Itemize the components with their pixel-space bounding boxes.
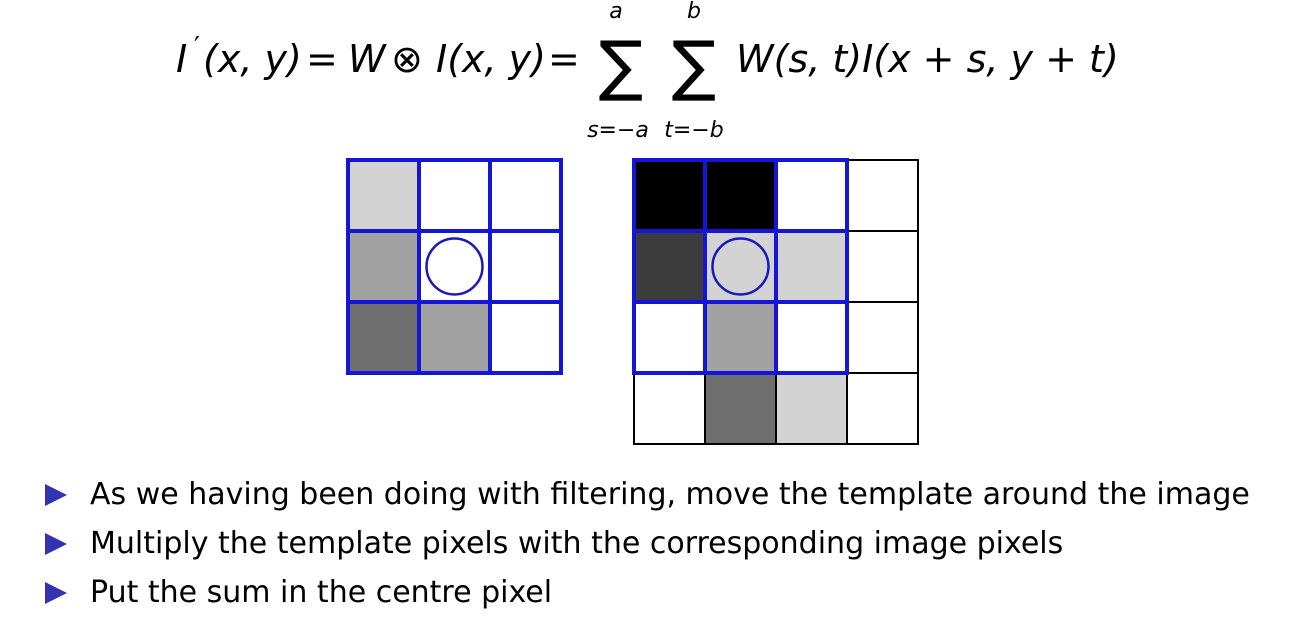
grid-cell [633,230,706,303]
triangle-bullet-icon [45,484,67,506]
sum1-symbol: ∑ [599,27,643,104]
eq-term: W(s, t)I(x + s, y + t) [736,37,1119,81]
grid-cell [775,230,848,303]
template-grid [346,158,563,375]
grid-cell [346,300,421,375]
bullet-list: As we having been doing with filtering, … [40,470,1250,617]
eq-equals-1: = [306,37,338,81]
grid-cell [775,372,848,445]
bullet-item: Multiply the template pixels with the co… [40,519,1250,568]
grid-cell [704,301,777,374]
template-window-outline [632,158,849,375]
sum2-lower: t=−b [664,118,723,143]
eq-prime: ′ [194,32,200,62]
grid-cell [417,158,492,233]
eq-equals-2: = [548,37,580,81]
grid-cell [417,229,492,304]
sum1-upper: a [609,0,622,24]
bullet-item: Put the sum in the centre pixel [40,568,1250,617]
grid-cell [846,301,919,374]
image-grid [632,158,919,445]
sum2-upper: b [687,0,701,24]
grid-cell [846,230,919,303]
eq-lhs-args: (x, y) [203,37,302,81]
grid-cell [633,159,706,232]
grid-cell [704,372,777,445]
eq-I-xy: I(x, y) [436,37,546,81]
bullet-item: As we having been doing with filtering, … [40,470,1250,519]
grid-cell [775,159,848,232]
grid-cell [775,301,848,374]
grid-cell [346,158,421,233]
grid-cell [488,158,563,233]
eq-otimes: ⊗ [391,37,423,81]
grid-cell [846,372,919,445]
grid-cell [488,229,563,304]
eq-W: W [348,37,387,81]
sum1-lower: s=−a [587,118,649,143]
grid-cell [846,159,919,232]
grid-cell [704,230,777,303]
grid-cell [704,159,777,232]
sum2-symbol: ∑ [672,27,716,104]
grid-cell [488,300,563,375]
grid-cell [417,300,492,375]
grid-cell [633,372,706,445]
convolution-equation: I ′ (x, y) = W ⊗ I(x, y) = a ∑ s=−a b ∑ … [176,0,1119,143]
eq-lhs-I: I [176,37,187,81]
grid-cell [346,229,421,304]
grid-cell [633,301,706,374]
center-pixel-marker [711,237,770,296]
triangle-bullet-icon [45,582,67,604]
center-pixel-marker [425,237,484,296]
triangle-bullet-icon [45,533,67,555]
